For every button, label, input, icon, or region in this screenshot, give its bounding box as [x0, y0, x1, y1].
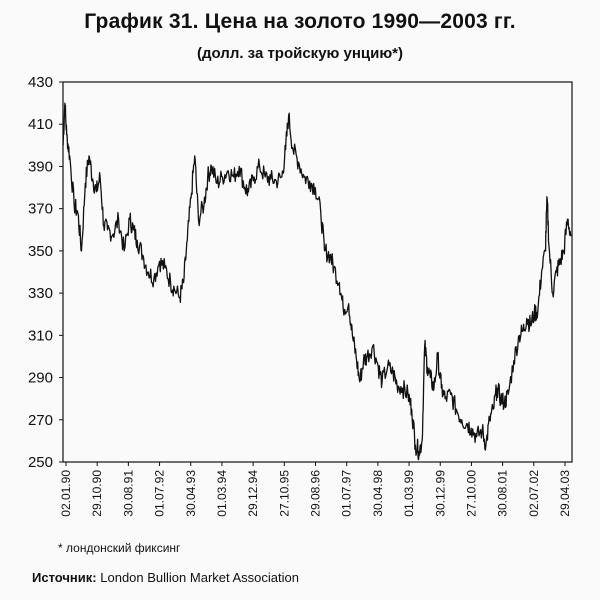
source-label: Источник: — [32, 570, 97, 585]
plot-frame — [62, 81, 573, 463]
x-tick-label: 30.12.99 — [433, 470, 447, 517]
x-tick-label: 29.08.96 — [309, 470, 323, 517]
x-tick-label: 27.10.95 — [277, 470, 291, 517]
y-tick-label: 250 — [28, 454, 53, 471]
chart-subtitle: (долл. за тройскую унцию*) — [196, 45, 403, 62]
x-tick-label: 02.01.90 — [59, 470, 73, 517]
y-tick-label: 330 — [28, 285, 53, 302]
x-tick-label: 30.04.93 — [184, 470, 198, 517]
y-tick-label: 270 — [28, 412, 53, 429]
x-tick-label: 02.07.02 — [527, 470, 541, 517]
gold-price-line — [62, 102, 572, 461]
x-tick-label: 01.03.99 — [402, 470, 416, 517]
y-tick-label: 290 — [28, 370, 53, 387]
y-tick-label: 370 — [28, 201, 53, 218]
source-note: Источник: London Bullion Market Associat… — [32, 570, 299, 585]
source-text: London Bullion Market Association — [100, 570, 299, 585]
x-tick-label: 29.04.03 — [558, 470, 572, 517]
y-tick-label: 390 — [28, 158, 53, 175]
chart-title: График 31. Цена на золото 1990—2003 гг. — [84, 10, 516, 33]
x-tick-label: 01.07.97 — [340, 470, 354, 517]
x-tick-label: 30.04.98 — [371, 470, 385, 517]
y-tick-label: 430 — [28, 74, 53, 91]
x-tick-label: 29.12.94 — [246, 470, 260, 517]
footnote: * лондонский фиксинг — [58, 541, 181, 555]
x-tick-label: 27.10.00 — [464, 470, 478, 517]
x-tick-label: 29.10.90 — [90, 470, 104, 517]
y-tick-label: 310 — [28, 327, 53, 344]
x-tick-label: 01.03.94 — [215, 470, 229, 517]
x-tick-label: 30.08.91 — [121, 470, 135, 517]
x-tick-label: 30.08.01 — [496, 470, 510, 517]
y-tick-label: 410 — [28, 116, 53, 133]
y-tick-label: 350 — [28, 243, 53, 260]
x-tick-label: 01.07.92 — [153, 470, 167, 517]
